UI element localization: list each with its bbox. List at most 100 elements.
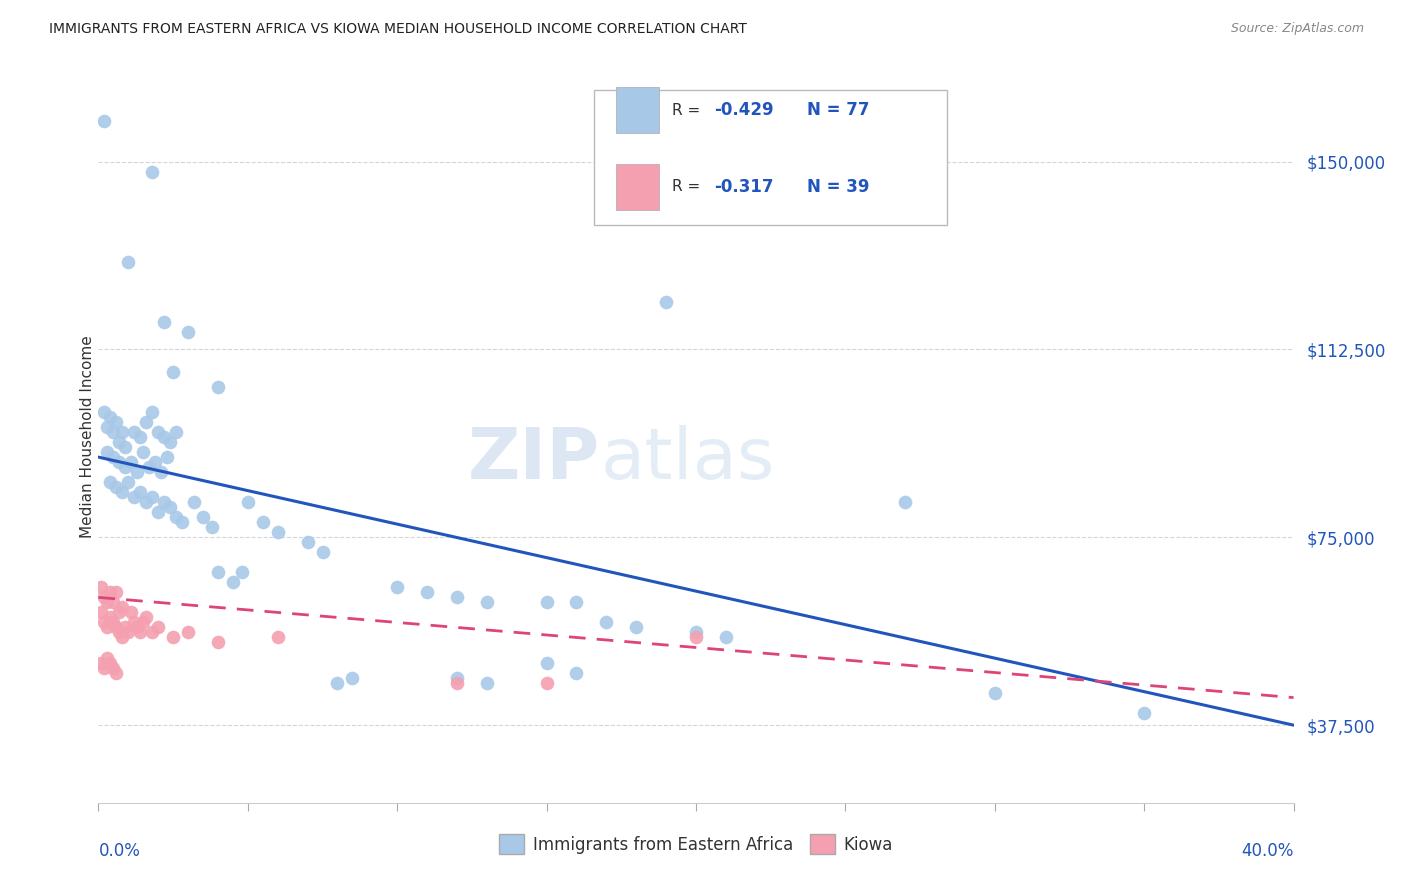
Text: Source: ZipAtlas.com: Source: ZipAtlas.com (1230, 22, 1364, 36)
Point (984, 685, 1007, 699)
Point (103, 450, 125, 464)
Point (127, 465, 149, 479)
Point (207, 380, 229, 394)
Point (132, 615, 155, 630)
Point (148, 425, 170, 439)
Point (191, 510, 214, 524)
Point (124, 615, 146, 630)
Point (148, 505, 170, 519)
FancyBboxPatch shape (595, 89, 948, 225)
Point (141, 625, 163, 640)
Point (120, 606, 142, 620)
Point (655, 294, 678, 309)
Point (96, 420, 118, 434)
Point (201, 520, 224, 534)
Point (156, 450, 179, 464)
Point (446, 675, 468, 690)
Point (105, 620, 128, 634)
Point (252, 515, 274, 529)
Point (162, 631, 184, 645)
Point (93, 615, 115, 630)
Point (595, 615, 617, 630)
Text: -0.317: -0.317 (714, 178, 773, 196)
Point (114, 460, 136, 475)
Point (93, 660, 115, 674)
Point (385, 580, 409, 594)
Point (98, 410, 122, 425)
Point (111, 425, 134, 439)
Point (108, 606, 131, 620)
Point (311, 545, 333, 559)
Point (416, 585, 439, 599)
Point (207, 566, 229, 580)
Point (685, 631, 707, 645)
Point (96, 620, 118, 634)
Point (105, 585, 128, 599)
Point (159, 435, 181, 450)
Text: N = 39: N = 39 (807, 178, 870, 196)
Point (177, 325, 200, 339)
Point (105, 665, 128, 680)
Point (98, 585, 122, 599)
Point (103, 595, 125, 609)
Text: R =: R = (672, 103, 706, 118)
Point (129, 430, 152, 444)
Point (124, 490, 146, 504)
Point (114, 440, 136, 454)
Point (267, 631, 290, 645)
Point (222, 575, 245, 590)
Point (207, 635, 229, 649)
Text: N = 77: N = 77 (807, 101, 870, 120)
Text: ZIP: ZIP (468, 425, 600, 493)
Point (111, 600, 134, 615)
Point (135, 415, 157, 429)
Point (135, 610, 157, 624)
Point (267, 525, 290, 540)
Point (103, 660, 125, 674)
Point (103, 425, 125, 439)
FancyBboxPatch shape (616, 87, 659, 133)
Point (105, 415, 128, 429)
Point (153, 430, 176, 444)
Point (96, 595, 118, 609)
Point (153, 315, 176, 329)
Point (98, 610, 122, 624)
Point (536, 595, 558, 609)
Point (114, 620, 136, 634)
Point (148, 620, 170, 634)
Point (117, 254, 139, 268)
Text: 0.0%: 0.0% (98, 842, 141, 860)
Point (96, 650, 118, 665)
Text: 40.0%: 40.0% (1241, 842, 1294, 860)
Point (135, 495, 157, 509)
Point (231, 566, 253, 580)
Point (342, 671, 364, 685)
Point (117, 625, 139, 640)
Point (98, 475, 122, 490)
Point (475, 595, 498, 609)
Point (111, 631, 134, 645)
Legend: Immigrants from Eastern Africa, Kiowa: Immigrants from Eastern Africa, Kiowa (494, 828, 898, 860)
Point (150, 465, 173, 479)
Point (105, 480, 128, 494)
Point (108, 455, 131, 469)
Point (565, 665, 588, 680)
Point (108, 625, 131, 640)
Point (93, 114, 115, 128)
Point (626, 620, 648, 634)
Point (90, 656, 112, 670)
Point (108, 435, 131, 450)
Point (111, 485, 134, 500)
Point (117, 475, 139, 490)
Point (132, 445, 155, 459)
Point (172, 515, 194, 529)
Point (297, 535, 319, 549)
Text: atlas: atlas (600, 425, 775, 493)
Point (90, 580, 112, 594)
Point (159, 500, 181, 515)
Y-axis label: Median Household Income: Median Household Income (80, 335, 94, 539)
Point (98, 656, 122, 670)
Point (536, 675, 558, 690)
Point (565, 595, 588, 609)
Point (93, 405, 115, 419)
